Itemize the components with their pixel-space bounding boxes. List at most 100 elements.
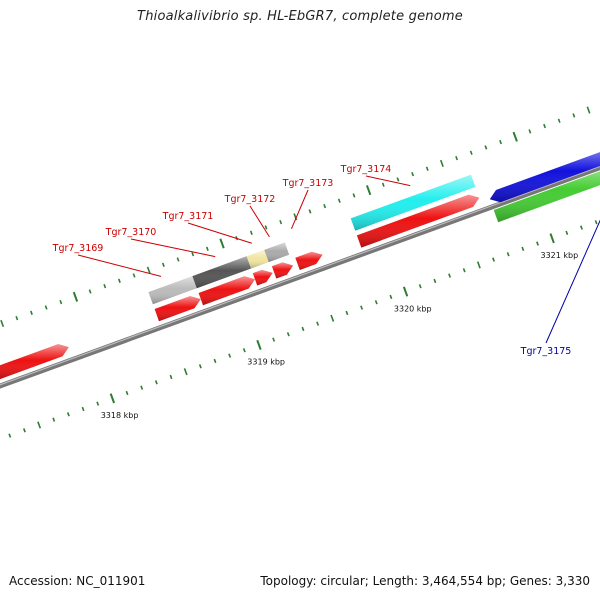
outer-ring-tick-mark	[219, 238, 225, 249]
scale-ring-tick-mark	[52, 417, 56, 422]
scale-ring-tick-mark	[125, 390, 129, 396]
scale-tick-label: 3318 kbp	[101, 411, 139, 420]
feature-block-f13[interactable]	[493, 163, 600, 223]
scale-ring-tick-mark	[389, 294, 393, 300]
outer-ring-tick-mark	[264, 225, 268, 230]
feature-block-f6[interactable]	[246, 249, 269, 269]
scale-ring-tick-mark	[536, 241, 539, 246]
scale-ring-tick-mark	[521, 246, 525, 252]
scale-ring-tick-mark	[374, 300, 378, 305]
scale-ring-tick-mark	[256, 339, 262, 350]
outer-tick-ring	[0, 106, 591, 328]
gene-label[interactable]: Tgr7_3170	[105, 227, 157, 238]
leader-line	[365, 175, 411, 187]
outer-ring-tick-mark	[44, 305, 48, 310]
outer-ring-tick-mark	[543, 123, 546, 129]
leader-line	[545, 219, 600, 344]
scale-tick-label: 3321 kbp	[540, 251, 578, 260]
outer-ring-tick-mark	[72, 291, 79, 302]
scale-ring-tick-mark	[242, 348, 246, 353]
scale-ring-tick-mark	[492, 257, 495, 262]
outer-ring-tick-mark	[499, 139, 503, 145]
outer-ring-tick-mark	[396, 177, 400, 182]
outer-ring-tick-mark	[59, 299, 63, 305]
scale-ring-tick-mark	[448, 273, 451, 278]
scale-ring-tick-mark	[272, 337, 276, 342]
leader-line	[130, 238, 216, 258]
scale-ring-tick-mark	[316, 321, 320, 326]
scale-ring-tick-mark	[8, 433, 12, 438]
outer-ring-tick-mark	[439, 159, 444, 167]
scale-ring-tick-mark	[81, 406, 85, 412]
outer-ring-tick-mark	[337, 198, 341, 203]
scale-tick-label: 3320 kbp	[394, 304, 432, 313]
accession-text: Accession: NC_011901	[9, 574, 146, 588]
gene-label[interactable]: Tgr7_3171	[162, 211, 214, 222]
outer-ring-tick-mark	[161, 262, 165, 267]
outer-ring-tick-mark	[146, 266, 151, 274]
outer-ring-tick-mark	[30, 310, 33, 315]
backbone-line	[0, 164, 600, 389]
scale-ring-tick-mark	[433, 278, 437, 284]
scale-ring-tick-mark	[594, 220, 598, 225]
outer-ring-tick-mark	[88, 289, 92, 294]
feature-block-f1[interactable]	[154, 296, 201, 322]
feature-block-f9[interactable]	[295, 251, 323, 270]
feature-block-f2[interactable]	[148, 276, 197, 305]
gene-label[interactable]: Tgr7_3169	[52, 243, 104, 254]
leader-line	[187, 222, 252, 244]
gene-label[interactable]: Tgr7_3172	[224, 194, 276, 205]
outer-ring-tick-mark	[279, 219, 283, 225]
scale-ring-tick-mark	[462, 268, 466, 273]
outer-ring-tick-mark	[323, 203, 327, 209]
genome-summary-text: Topology: circular; Length: 3,464,554 bp…	[260, 574, 590, 588]
scale-ring-tick-mark	[213, 358, 217, 364]
scale-ring-tick-mark	[506, 252, 510, 257]
gene-label[interactable]: Tgr7_3173	[282, 178, 334, 189]
outer-ring-tick-mark	[528, 129, 532, 134]
scale-ring-tick-mark	[565, 230, 569, 236]
scale-ring-tick-mark	[330, 314, 335, 322]
feature-block-f5[interactable]	[252, 269, 273, 286]
scale-ring-tick-mark	[198, 364, 202, 369]
outer-ring-tick-mark	[365, 185, 372, 196]
scale-ring-tick-mark	[169, 374, 173, 380]
outer-ring-tick-mark	[352, 193, 356, 198]
feature-block-f11[interactable]	[350, 174, 476, 231]
outer-ring-tick-mark	[0, 319, 5, 328]
feature-track	[0, 146, 600, 380]
feature-block-f7[interactable]	[271, 262, 294, 279]
feature-block-f8[interactable]	[264, 242, 290, 263]
outer-ring-tick-mark	[557, 118, 561, 123]
scale-tick-label: 3319 kbp	[247, 358, 285, 367]
feature-block-f12[interactable]	[489, 146, 600, 203]
feature-block-f10[interactable]	[356, 194, 480, 248]
outer-ring-tick-mark	[15, 316, 19, 321]
feature-block-f0[interactable]	[0, 344, 69, 380]
scale-ring-tick-mark	[22, 428, 26, 433]
scale-ring-tick-mark	[345, 310, 349, 316]
scale-ring-tick-mark	[228, 353, 232, 358]
scale-ring-tick-mark	[418, 284, 422, 289]
label-leaders	[77, 175, 600, 344]
outer-ring-tick-mark	[455, 155, 459, 161]
outer-ring-tick-mark	[249, 230, 253, 235]
feature-block-f3[interactable]	[198, 276, 255, 306]
scale-ring-tick-mark	[549, 233, 555, 244]
gene-label[interactable]: Tgr7_3175	[520, 346, 572, 357]
feature-block-f4[interactable]	[192, 256, 252, 289]
outer-ring-tick-mark	[117, 278, 121, 283]
scale-ring-tick-mark	[286, 332, 290, 337]
scale-ring-tick-mark	[402, 286, 409, 297]
scale-ring-tick-mark	[580, 225, 583, 230]
gene-label[interactable]: Tgr7_3174	[340, 164, 392, 175]
scale-ring-tick-mark	[109, 393, 116, 404]
outer-ring-tick-mark	[176, 257, 180, 262]
scale-ring-tick-mark	[301, 326, 305, 332]
leader-line	[290, 189, 309, 230]
genome-backbone	[0, 164, 600, 389]
outer-ring-tick-mark	[132, 273, 136, 278]
